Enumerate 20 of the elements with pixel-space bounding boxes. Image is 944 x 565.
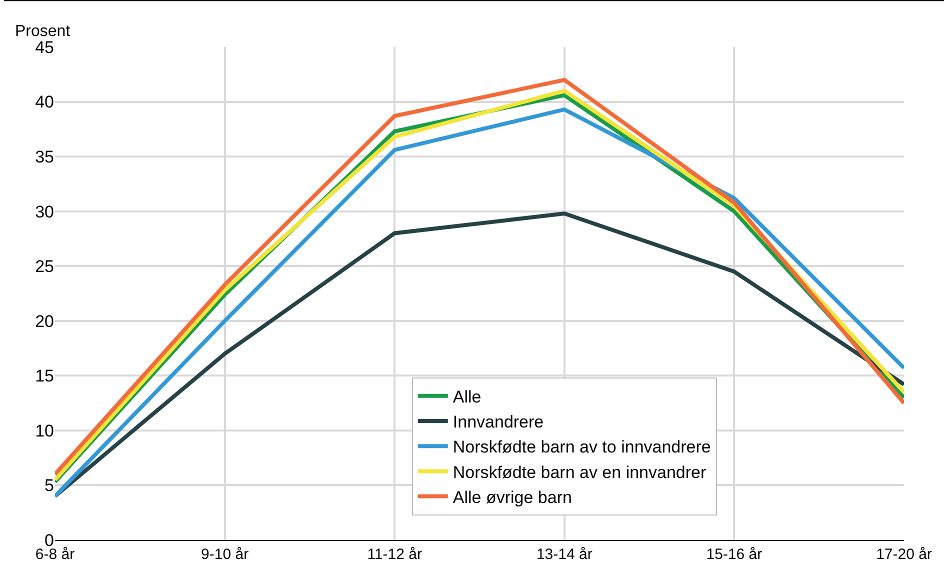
y-tick-label: 15 [35, 366, 54, 386]
x-tick-label: 9-10 år [201, 546, 249, 563]
y-tick-label: 10 [35, 421, 54, 440]
x-tick-label: 15-16 år [706, 546, 762, 563]
y-tick-label: 45 [35, 38, 54, 57]
legend-label: Norskfødte barn av en innvandrer [452, 462, 706, 482]
y-tick-label: 25 [35, 257, 54, 276]
legend-label: Alle [452, 388, 482, 407]
legend-label: Alle øvrige barn [452, 488, 572, 507]
x-tick-label: 17-20 år [876, 546, 932, 563]
y-axis-title: Prosent [15, 23, 71, 40]
y-tick-label: 30 [35, 202, 54, 222]
y-tick-label: 20 [35, 312, 54, 331]
legend-label: Norskfødte barn av to innvandrere [452, 438, 711, 457]
y-tick-label: 40 [35, 92, 54, 112]
legend-label: Innvandrere [452, 412, 544, 432]
y-tick-label: 5 [44, 476, 54, 496]
y-tick-label: 35 [35, 148, 54, 167]
x-tick-label: 11-12 år [367, 546, 422, 563]
x-tick-label: 13-14 år [536, 546, 592, 563]
